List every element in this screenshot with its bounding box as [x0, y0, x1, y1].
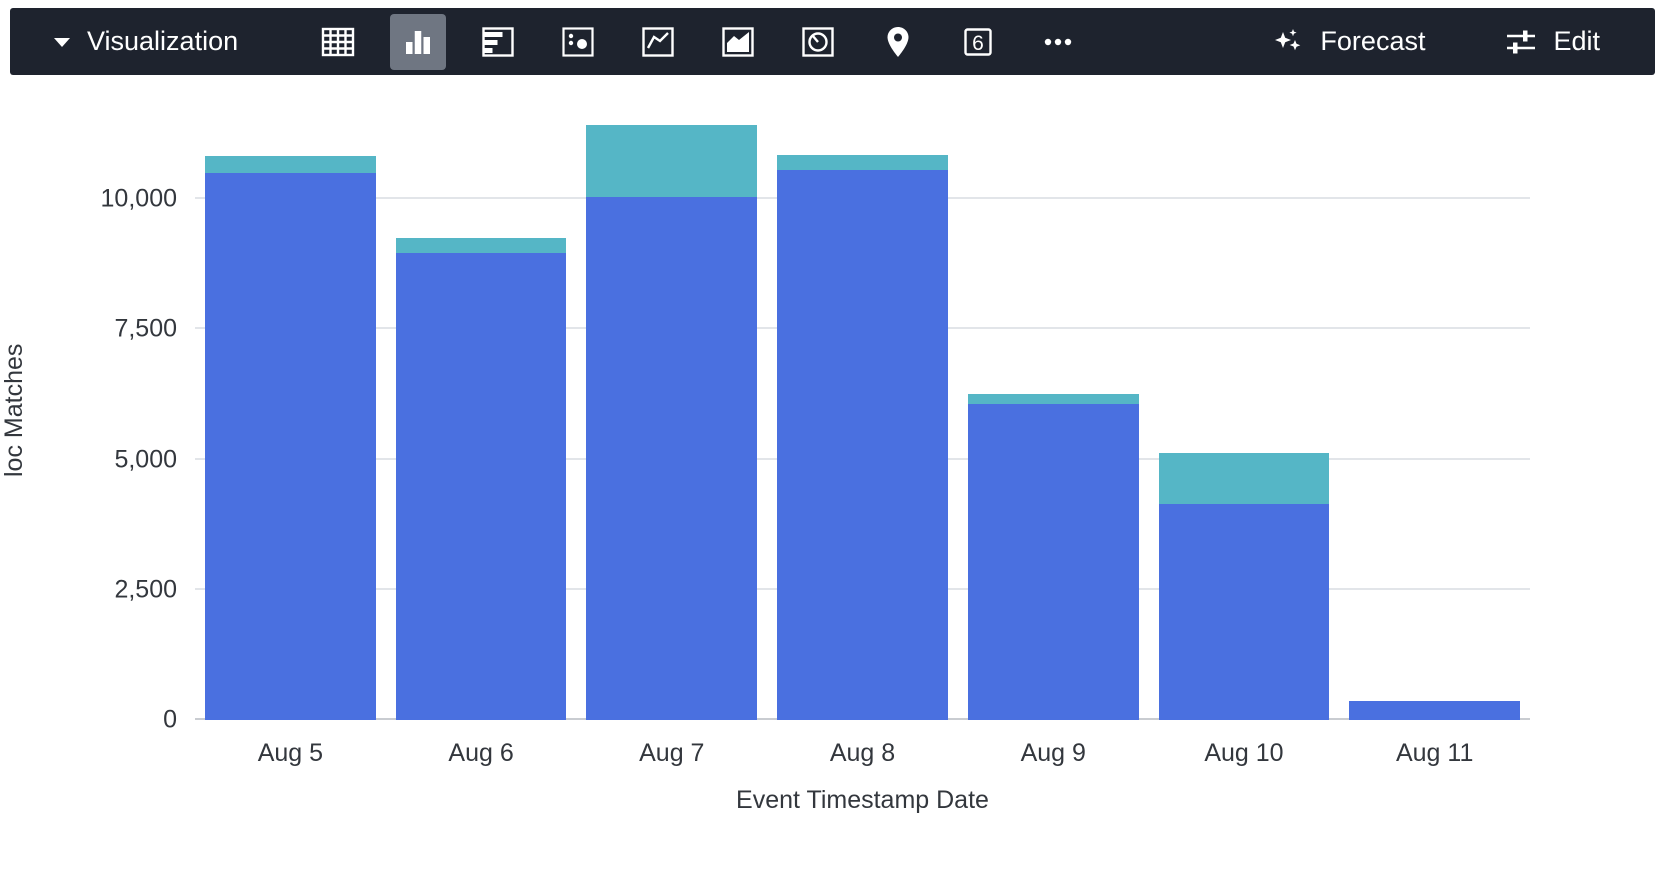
visualization-title: Visualization [87, 26, 239, 56]
map-pin-icon [879, 23, 917, 61]
bar-segment-series-2[interactable] [586, 125, 758, 198]
forecast-label: Forecast [1320, 26, 1426, 56]
bar-aug-5[interactable] [205, 100, 376, 720]
viz-column-chart-button[interactable] [390, 13, 447, 70]
viz-table-button[interactable] [310, 14, 366, 70]
stacked-bar-chart: loc Matches 0 2,500 5,000 7,500 10,000 Aug 5… [0, 100, 1530, 830]
bar-segment-series-2[interactable] [777, 155, 948, 170]
bar-segment-series-2[interactable] [395, 237, 567, 253]
y-tick-label: 2,500 [114, 575, 177, 604]
sliders-icon [1503, 24, 1539, 60]
bar-segment-series-1[interactable] [1158, 504, 1330, 720]
viz-type-switcher: 6 [310, 13, 1086, 70]
viz-bubble-chart-button[interactable] [550, 14, 606, 70]
y-tick-label: 7,500 [114, 314, 177, 343]
bar-aug-8[interactable] [777, 100, 948, 720]
y-axis-title: loc Matches [0, 343, 28, 477]
pie-chart-icon [799, 23, 837, 61]
x-tick-label: Aug 6 [448, 738, 514, 767]
viz-more-button[interactable] [1030, 14, 1086, 70]
single-value-glyph: 6 [972, 32, 984, 55]
bar-segment-series-1[interactable] [205, 172, 376, 720]
x-tick-label: Aug 10 [1204, 738, 1284, 767]
edit-button[interactable]: Edit [1503, 24, 1600, 60]
area-chart-icon [719, 23, 757, 61]
plot-area [195, 100, 1530, 720]
column-chart-icon [399, 23, 437, 61]
bar-aug-7[interactable] [586, 100, 758, 720]
viz-map-button[interactable] [870, 14, 926, 70]
more-icon [1039, 23, 1077, 61]
bar-chart-icon [479, 23, 517, 61]
viz-line-chart-button[interactable] [630, 14, 686, 70]
visualization-picker[interactable]: Visualization [10, 26, 238, 57]
viz-pie-chart-button[interactable] [790, 14, 846, 70]
y-axis: 0 2,500 5,000 7,500 10,000 [62, 100, 195, 734]
bar-aug-6[interactable] [395, 100, 567, 720]
y-tick-label: 5,000 [114, 445, 177, 473]
bar-segment-series-2[interactable] [205, 155, 376, 173]
bar-segment-series-1[interactable] [777, 169, 948, 720]
x-tick-label: Aug 8 [829, 738, 896, 767]
x-tick-label: Aug 9 [1020, 738, 1086, 767]
y-tick-label: 10,000 [100, 184, 177, 213]
bar-segment-series-1[interactable] [1349, 701, 1521, 720]
toolbar-actions: Forecast Edit [1270, 24, 1655, 60]
bubble-chart-icon [559, 23, 597, 61]
bar-aug-11[interactable] [1349, 100, 1521, 720]
forecast-sparkle-icon [1270, 24, 1306, 60]
bar-segment-series-2[interactable] [967, 394, 1139, 405]
edit-label: Edit [1553, 26, 1600, 56]
visualization-toolbar: Visualization [10, 8, 1655, 75]
bar-segment-series-1[interactable] [395, 252, 567, 720]
x-axis: Aug 5 Aug 6 Aug 7 Aug 8 Aug 9 Aug 10 Aug 11 [195, 720, 1530, 786]
caret-down-icon [52, 35, 72, 49]
bar-aug-10[interactable] [1158, 100, 1330, 720]
viz-single-value-button[interactable]: 6 [950, 14, 1006, 70]
bar-segment-series-2[interactable] [1158, 452, 1330, 505]
table-icon [319, 23, 357, 61]
line-chart-icon [639, 23, 677, 61]
x-tick-label: Aug 11 [1395, 738, 1474, 767]
bar-segment-series-1[interactable] [586, 197, 758, 720]
x-axis-title: Event Timestamp Date [736, 786, 989, 814]
viz-bar-chart-button[interactable] [470, 14, 526, 70]
x-tick-label: Aug 7 [639, 738, 705, 767]
x-tick-label: Aug 5 [257, 738, 324, 767]
bar-aug-9[interactable] [967, 100, 1139, 720]
y-tick-label: 0 [163, 705, 177, 734]
bar-segment-series-1[interactable] [967, 404, 1139, 720]
single-value-icon: 6 [959, 23, 997, 61]
forecast-button[interactable]: Forecast [1270, 24, 1425, 60]
viz-area-chart-button[interactable] [710, 14, 766, 70]
